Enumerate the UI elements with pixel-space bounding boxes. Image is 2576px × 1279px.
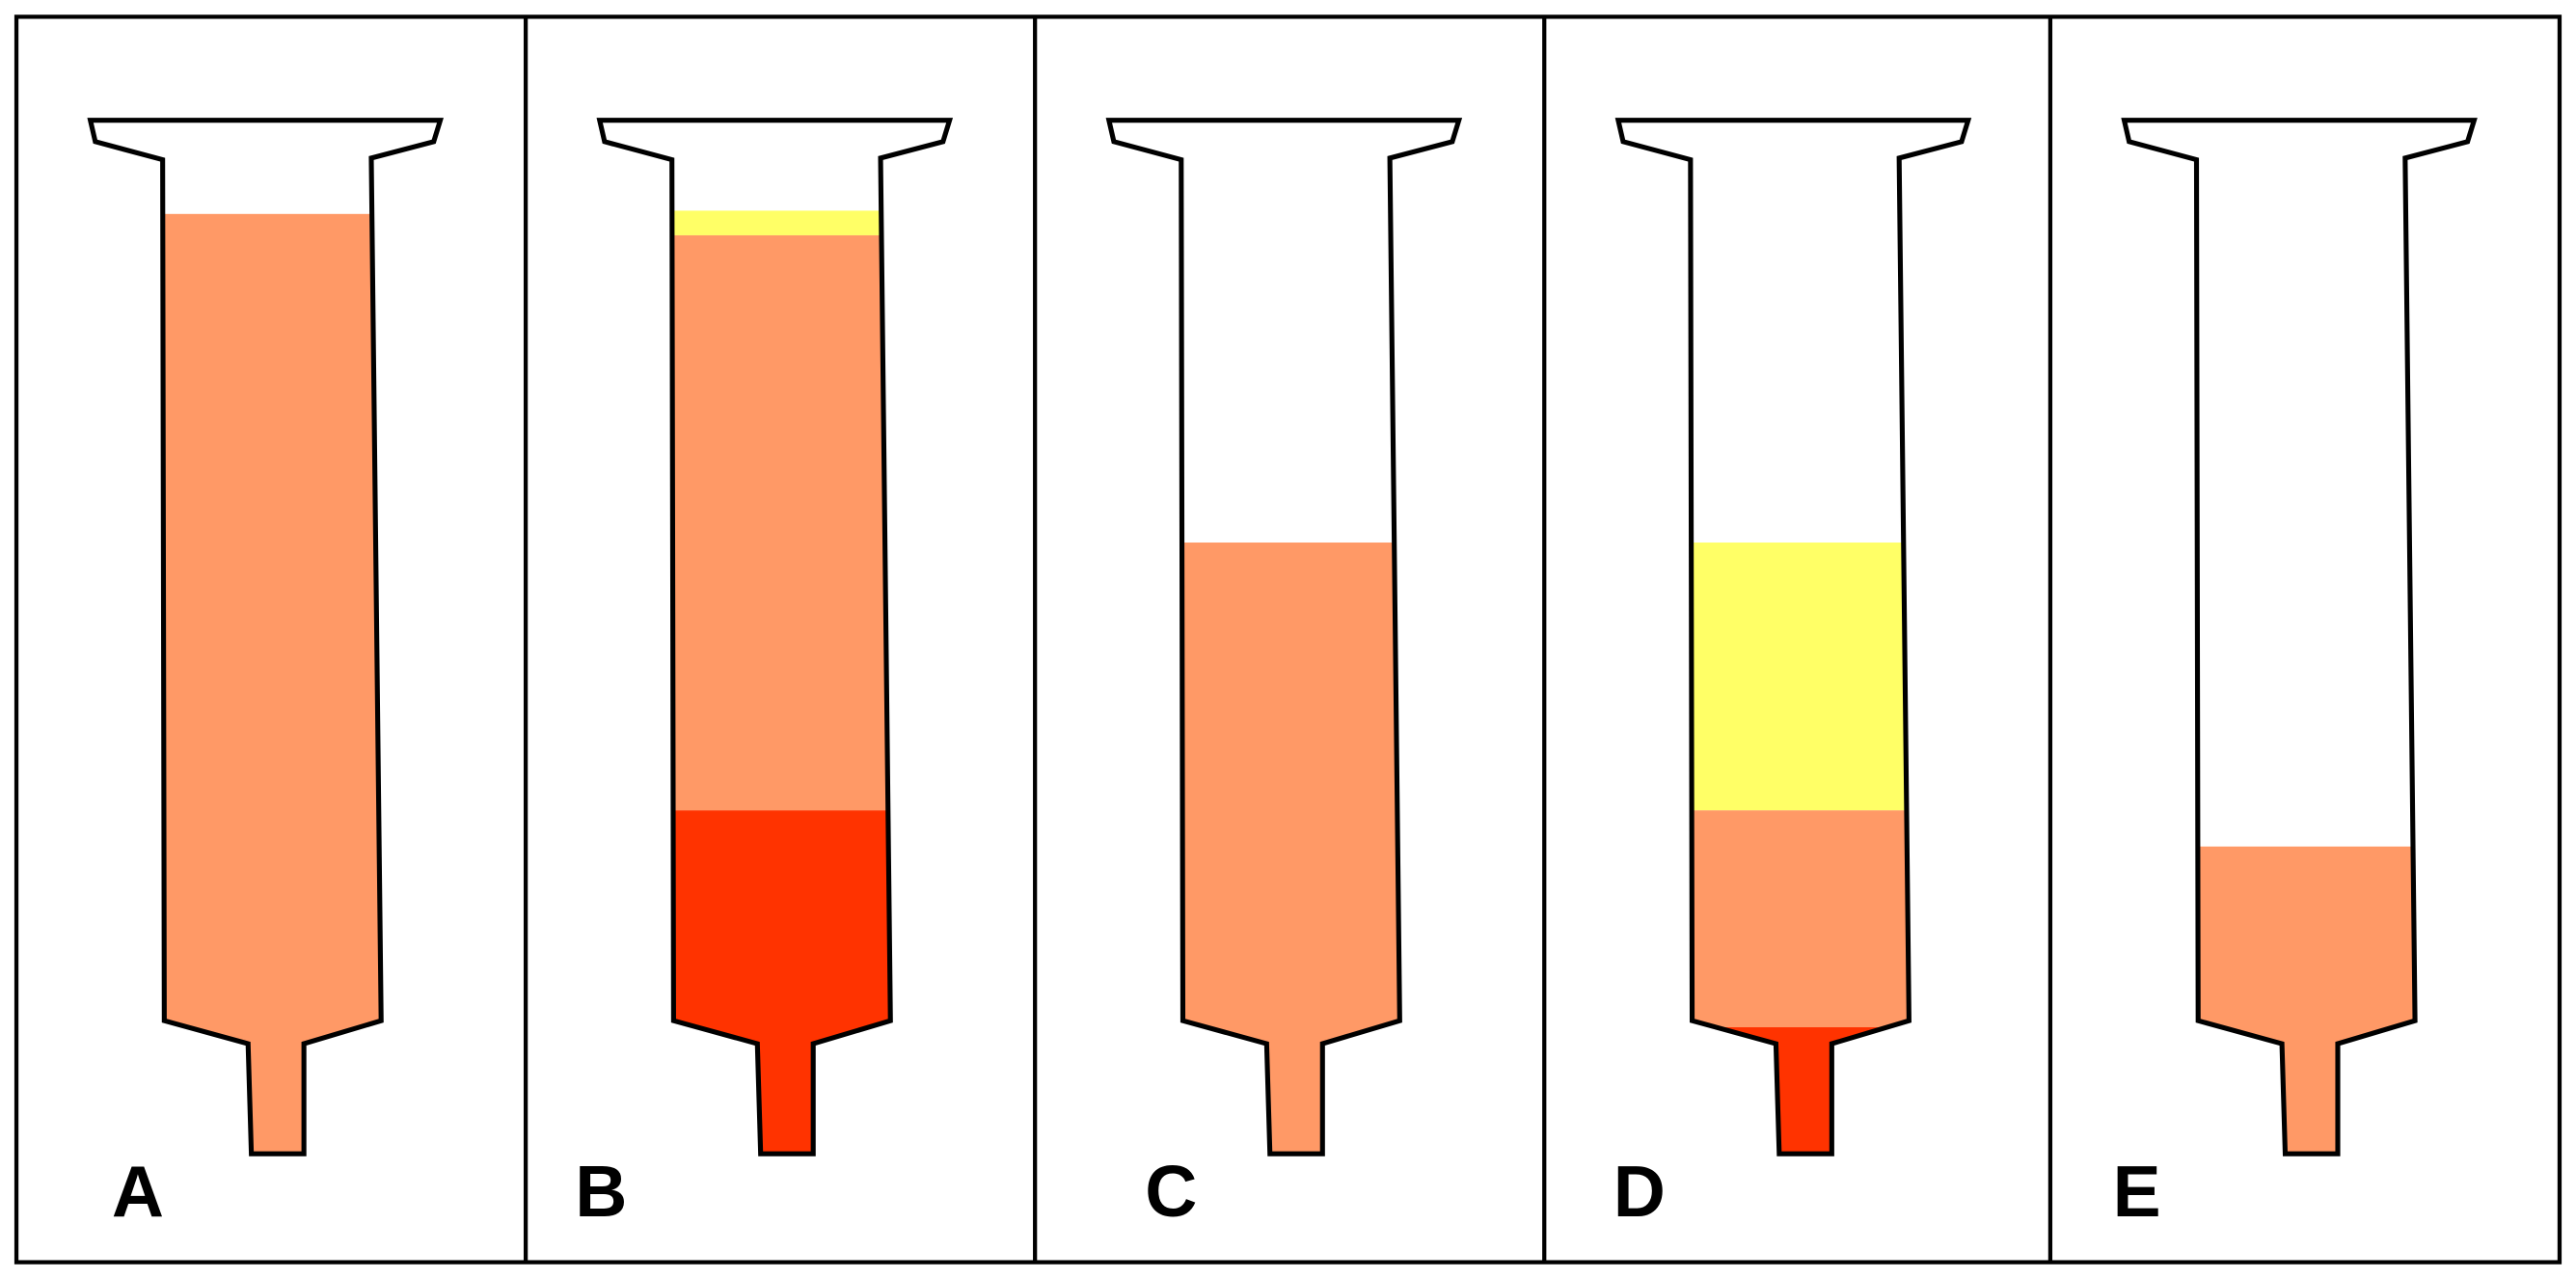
syringe-outline	[596, 118, 954, 1157]
panel-label: E	[2113, 1151, 2161, 1232]
panel-label: B	[575, 1151, 627, 1232]
panel-label: D	[1613, 1151, 1666, 1232]
syringe-outline	[2121, 118, 2478, 1157]
syringe-outline	[87, 118, 444, 1157]
syringe-outline	[1614, 118, 1972, 1157]
syringe-outline	[1105, 118, 1463, 1157]
panel-label: A	[112, 1151, 164, 1232]
panel-label: C	[1145, 1151, 1197, 1232]
